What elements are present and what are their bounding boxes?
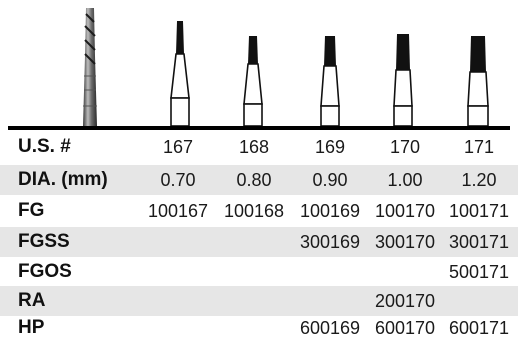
cell-hp-170: 600170 — [374, 318, 436, 338]
cell-fg-169: 100169 — [299, 201, 361, 221]
cell-us-167: 167 — [162, 137, 194, 157]
row-fgos: FGOS 500171 — [0, 257, 518, 287]
row-hp: HP 600169 600170 600171 — [0, 313, 518, 343]
cell-fg-170: 100170 — [374, 201, 436, 221]
bur-167-icon — [170, 21, 190, 126]
row-fgss: FGSS 300169 300170 300171 — [0, 227, 518, 257]
row-label: FG — [18, 200, 45, 221]
cell-ra-170: 200170 — [374, 291, 436, 311]
cell-fgss-171: 300171 — [448, 232, 510, 252]
cell-fgos-171: 500171 — [448, 262, 510, 282]
row-label: FGOS — [18, 261, 72, 282]
bur-169-icon — [320, 36, 340, 126]
cell-dia-170: 1.00 — [387, 170, 423, 190]
bur-171-icon — [467, 36, 489, 126]
row-label: RA — [18, 290, 46, 311]
row-fg: FG 100167 100168 100169 100170 100171 — [0, 196, 518, 226]
cell-dia-168: 0.80 — [236, 170, 272, 190]
row-label: U.S. # — [18, 136, 71, 157]
cell-fgss-169: 300169 — [299, 232, 361, 252]
row-label: DIA. (mm) — [18, 169, 108, 190]
cell-us-169: 169 — [314, 137, 346, 157]
cell-us-171: 171 — [463, 137, 495, 157]
row-us-number: U.S. # 167 168 169 170 171 — [0, 132, 518, 162]
cell-us-170: 170 — [389, 137, 421, 157]
bur-170-icon — [393, 34, 413, 126]
bur-168-icon — [243, 36, 263, 126]
cell-fg-171: 100171 — [448, 201, 510, 221]
cell-dia-167: 0.70 — [160, 170, 196, 190]
cell-fg-167: 100167 — [147, 201, 209, 221]
bur-photo — [83, 8, 97, 126]
cell-fg-168: 100168 — [223, 201, 285, 221]
cell-fgss-170: 300170 — [374, 232, 436, 252]
cell-dia-169: 0.90 — [312, 170, 348, 190]
cell-hp-171: 600171 — [448, 318, 510, 338]
row-diameter: DIA. (mm) 0.70 0.80 0.90 1.00 1.20 — [0, 165, 518, 195]
row-ra: RA 200170 — [0, 286, 518, 316]
cell-us-168: 168 — [238, 137, 270, 157]
cell-dia-171: 1.20 — [461, 170, 497, 190]
row-label: FGSS — [18, 231, 70, 252]
cell-hp-169: 600169 — [299, 318, 361, 338]
row-label: HP — [18, 317, 45, 338]
table-top-rule — [8, 126, 510, 130]
